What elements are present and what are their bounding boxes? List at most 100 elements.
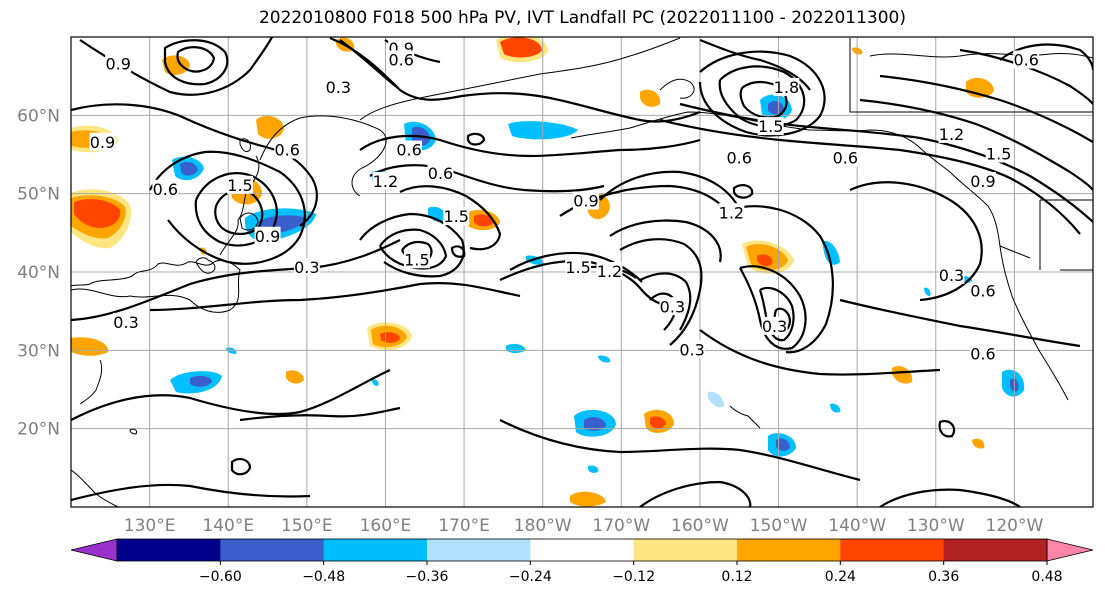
pv-shading-layer	[71, 37, 1025, 507]
colorbar-tick-label: 0.48	[1031, 569, 1062, 585]
contour-label: 1.5	[986, 145, 1011, 164]
contour-label-bg	[227, 175, 254, 194]
colorbar-segment	[427, 539, 531, 561]
colorbar-segment	[323, 539, 428, 561]
lon-tick-label: 180°W	[514, 516, 572, 536]
contour-label: 1.5	[758, 117, 783, 136]
contour-label: 0.6	[396, 141, 421, 160]
contour-label-bg	[427, 164, 454, 183]
contour-label: 1.2	[939, 125, 964, 144]
positive-anomaly-areas	[71, 37, 994, 507]
colorbar-segment	[220, 539, 325, 561]
negative-anomaly-areas	[170, 94, 1025, 473]
contour-label-bg	[757, 117, 784, 136]
contour-label-bg	[832, 148, 859, 167]
colorbar-tick-label: −0.48	[302, 569, 345, 585]
lon-tick-label: 160°W	[671, 516, 729, 536]
colorbar-tick-label: −0.12	[612, 569, 655, 585]
contour-label-bg	[325, 77, 352, 96]
contour-label-bg	[403, 250, 430, 269]
coastlines	[71, 37, 1093, 507]
latitude-labels: 20°N 30°N 40°N 50°N 60°N	[17, 106, 60, 439]
map-frame	[70, 36, 1094, 508]
contour-label: 0.3	[679, 340, 704, 359]
map-title: 2022010800 F018 500 hPa PV, IVT Landfall…	[258, 8, 906, 28]
contour-labels: 0.9 0.3 0.9 0.6 0.6 1.5 0.9 0.3 0.3 0.9 0.6 0.6 0.6 1…	[89, 38, 1040, 363]
contour-label: 0.9	[90, 133, 115, 152]
contour-label: 1.2	[373, 172, 398, 191]
lon-tick-label: 170°W	[592, 516, 650, 536]
colorbar-tick-label: −0.60	[199, 569, 242, 585]
contour-label-bg	[274, 140, 301, 159]
longitude-labels: 130°E 140°E 150°E 160°E 170°E 180°W 170°W 160°W…	[124, 516, 1044, 536]
colorbar-tick-label: −0.36	[406, 569, 449, 585]
contour-label: 0.6	[970, 344, 995, 363]
contour-label: 0.9	[970, 172, 995, 191]
contour-label: 0.6	[1013, 51, 1038, 70]
contour-label-bg	[596, 262, 623, 280]
lon-tick-label: 140°W	[828, 516, 886, 536]
contour-label-bg	[443, 207, 470, 226]
contour-label: 0.9	[255, 227, 280, 246]
contour-label: 0.3	[939, 266, 964, 285]
contour-label: 0.9	[573, 192, 598, 211]
contour-label-bg	[969, 171, 996, 190]
lat-tick-label: 60°N	[17, 106, 60, 126]
contour-label-bg	[718, 203, 745, 222]
contour-label-bg	[659, 297, 686, 316]
lat-tick-label: 30°N	[17, 341, 60, 361]
contour-label-bg	[773, 77, 800, 96]
contour-label-bg	[113, 312, 140, 331]
contour-label: 1.5	[565, 258, 590, 277]
colorbar: −0.60 −0.48 −0.36 −0.24 −0.12 0.12 0.24 0.36 0.4…	[70, 538, 1094, 585]
colorbar-segment	[117, 539, 221, 561]
contour-label-bg	[938, 265, 965, 284]
colorbar-segment	[633, 539, 738, 561]
contour-label: 0.3	[294, 258, 319, 277]
contour-label: 1.8	[774, 78, 799, 97]
contour-label: 0.6	[388, 51, 413, 70]
lat-tick-label: 20°N	[17, 420, 60, 440]
colorbar-min-extension	[70, 538, 118, 562]
contour-label-bg	[679, 340, 706, 359]
colorbar-segment	[737, 539, 841, 561]
contour-label: 0.3	[113, 313, 138, 332]
contour-label-bg	[254, 226, 281, 245]
contour-label: 1.5	[404, 250, 429, 269]
lon-tick-label: 150°E	[281, 516, 333, 536]
lat-tick-label: 50°N	[17, 185, 60, 205]
lat-tick-label: 40°N	[17, 263, 60, 283]
colorbar-tick-label: 0.36	[928, 569, 959, 585]
contour-label-bg	[938, 124, 965, 143]
contour-label-bg	[293, 258, 320, 277]
contour-label-bg	[969, 344, 996, 363]
contour-label: 1.2	[597, 262, 622, 281]
contour-label: 0.3	[762, 317, 787, 336]
contour-label-bg	[726, 148, 753, 167]
colorbar-tick-label: 0.24	[825, 569, 856, 585]
colorbar-segment	[943, 539, 1048, 561]
pv-contours	[71, 37, 1093, 507]
contour-label-bg	[89, 132, 116, 151]
lon-tick-label: 140°E	[202, 516, 254, 536]
contour-label-bg	[565, 258, 592, 277]
lon-tick-label: 130°E	[124, 516, 176, 536]
contour-label: 0.6	[970, 282, 995, 301]
contour-label: 0.9	[105, 54, 130, 73]
contour-label-bg	[761, 316, 788, 335]
colorbar-max-extension	[1046, 538, 1094, 562]
colorbar-segment	[840, 539, 945, 561]
contour-label-bg	[388, 50, 415, 69]
lon-tick-label: 120°W	[986, 516, 1044, 536]
contour-label: 1.5	[443, 207, 468, 226]
contour-label: 0.6	[833, 148, 858, 167]
contour-label: 0.6	[274, 141, 299, 160]
contour-label-bg	[396, 140, 423, 159]
lon-tick-label: 160°E	[360, 516, 412, 536]
contour-label: 0.6	[727, 148, 752, 167]
contour-label: 1.2	[719, 203, 744, 222]
contour-label: 1.5	[227, 176, 252, 195]
contour-label-bg	[372, 171, 399, 190]
contour-label-bg	[152, 179, 179, 198]
lon-tick-label: 150°W	[750, 516, 808, 536]
